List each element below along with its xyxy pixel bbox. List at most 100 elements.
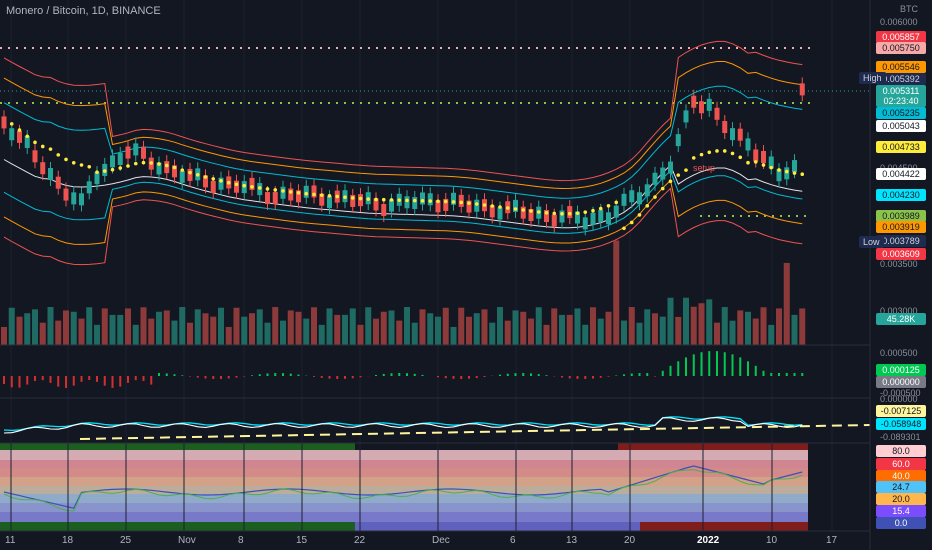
macd-bar (406, 373, 408, 376)
candle-body (714, 107, 720, 120)
osc-trendline (79, 424, 871, 440)
candle-body (32, 150, 38, 163)
macd-bar (576, 376, 579, 379)
axis-tag: 0.005857 (876, 31, 926, 43)
macd-bar (227, 376, 230, 379)
volume-bar (194, 309, 201, 345)
macd-bar (289, 373, 292, 376)
candle-body (288, 188, 294, 201)
axis-label: 0.000500 (880, 348, 918, 358)
macd-bar (522, 373, 525, 376)
candle-body (613, 205, 619, 218)
trend-dot (746, 160, 750, 165)
macd-bar (111, 376, 114, 388)
macd-bar (506, 373, 509, 376)
volume-bar (644, 309, 651, 345)
trend-dot (784, 169, 789, 174)
volume-bar (458, 307, 465, 345)
volume-bar (605, 311, 612, 345)
macd-bar (475, 376, 478, 379)
candle-body (327, 196, 332, 209)
volume-bar (187, 322, 193, 345)
candle-body (443, 198, 449, 211)
trend-dot (606, 204, 611, 208)
volume-bar (70, 311, 77, 345)
candle-body (9, 128, 15, 141)
candle-body (520, 206, 526, 219)
x-tick-label: 18 (62, 535, 74, 546)
macd-bar (584, 376, 587, 379)
macd-bar (313, 376, 315, 377)
candle-body (203, 175, 208, 188)
trend-dot (56, 153, 61, 157)
volume-bar (659, 316, 666, 345)
band-line (3, 170, 803, 234)
volume-bar (256, 309, 263, 345)
macd-bar (165, 373, 168, 376)
candle-body (745, 138, 751, 151)
axis-tag: 0.004230 (876, 189, 926, 201)
macd-bar (460, 376, 463, 379)
macd-bar (615, 375, 618, 376)
macd-bar (344, 376, 346, 379)
volume-bar (497, 307, 503, 345)
macd-bar (18, 376, 21, 388)
axis-tag: 80.0 (876, 445, 926, 457)
macd-bar (181, 375, 184, 376)
trend-dot (575, 211, 580, 215)
macd-bar (747, 361, 749, 376)
band-line (3, 40, 803, 182)
trend-dot (715, 149, 719, 153)
macd-bar (382, 373, 385, 376)
macd-bar (80, 376, 83, 382)
candle-body (319, 193, 325, 206)
trend-dot (257, 186, 262, 190)
volume-bar (39, 322, 46, 345)
pane-separators (0, 0, 871, 550)
volume-bars (1, 240, 806, 345)
trend-dot (265, 187, 270, 191)
candle-body (598, 209, 604, 222)
x-tick-label: Dec (432, 535, 450, 546)
macd-bar (282, 373, 284, 376)
volume-bar (512, 310, 519, 345)
trend-dot (699, 152, 704, 157)
candle-body (497, 207, 503, 220)
candle-body (792, 160, 797, 173)
volume-bar (690, 306, 697, 345)
trend-dot (467, 201, 471, 205)
trend-dot (71, 161, 76, 165)
macd-bar (537, 374, 540, 376)
candle-body (311, 185, 317, 198)
trend-dot (304, 191, 309, 196)
candles[interactable] (1, 77, 805, 236)
trend-dot (296, 191, 301, 195)
macd-bar (514, 373, 517, 376)
volume-bar (551, 308, 558, 345)
trend-dot (420, 199, 425, 203)
macd-bar (413, 373, 416, 376)
trend-dot (474, 202, 479, 206)
volume-bar (582, 324, 589, 345)
trend-dot (343, 195, 347, 200)
trend-dot (172, 165, 177, 170)
volume-bar (342, 314, 348, 345)
volume-bar (481, 309, 488, 345)
volume-bar (675, 316, 682, 345)
trend-dot (738, 155, 743, 160)
volume-bar (574, 308, 581, 345)
trend-dot (405, 198, 409, 203)
trend-dot (335, 194, 340, 199)
candle-body (404, 196, 410, 209)
macd-bar (41, 376, 44, 381)
macd-bar (103, 376, 106, 386)
macd-bar (220, 376, 222, 379)
volume-bar (683, 297, 689, 345)
trend-dot (164, 163, 169, 168)
trend-dot (358, 196, 363, 201)
volume-bar (706, 299, 713, 345)
candle-body (683, 110, 689, 123)
rsi-strip (618, 443, 808, 450)
axis-tag: 0.005392 (876, 73, 926, 85)
candle-body (272, 192, 278, 205)
